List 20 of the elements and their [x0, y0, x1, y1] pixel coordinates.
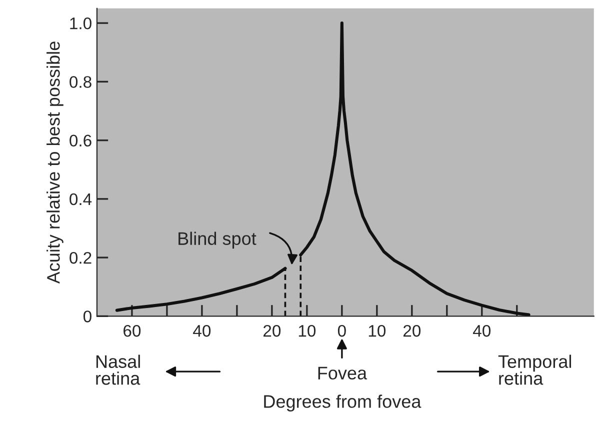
annotation: Blind spot — [178, 232, 256, 249]
x-axis-title: Degrees from fovea — [264, 394, 422, 412]
y-tick-label: 0.8 — [70, 76, 92, 88]
y-axis-title: Acuity relative to best possible — [46, 42, 64, 284]
text: Nasal retina — [96, 354, 140, 385]
y-tick-label: 0.4 — [70, 193, 92, 206]
text: Temporal retina — [498, 354, 572, 385]
x-tick-label: 20 — [264, 324, 281, 337]
y-tick-label: 0 — [83, 310, 92, 322]
y-tick-label: 0.2 — [70, 252, 92, 264]
x-tick-label: 10 — [368, 324, 386, 337]
text: Fovea — [318, 366, 368, 380]
x-tick-label: 40 — [473, 324, 491, 337]
x-tick-label: 0 — [338, 324, 346, 337]
x-tick-label: 60 — [124, 324, 141, 337]
y-tick-label: 0.6 — [70, 134, 92, 147]
x-tick-label: 40 — [193, 324, 211, 337]
x-tick-label: 20 — [403, 324, 421, 337]
x-tick-label: 10 — [298, 324, 316, 337]
y-tick-label: 1.0 — [70, 17, 92, 30]
